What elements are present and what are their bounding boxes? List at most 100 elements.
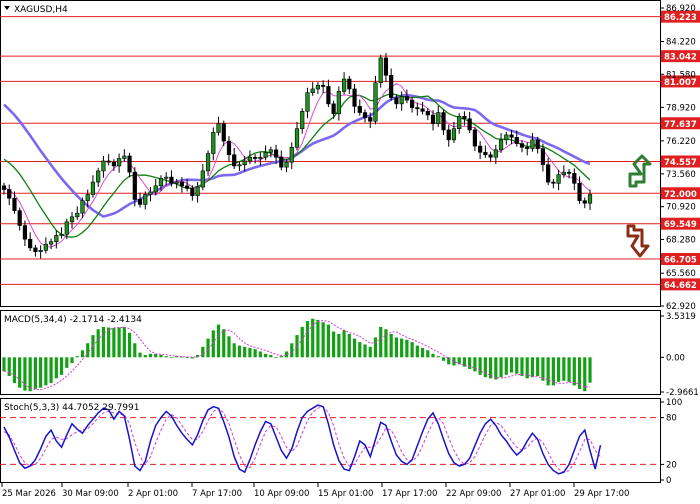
- candle-body[interactable]: [467, 118, 472, 131]
- candle-body[interactable]: [498, 139, 504, 151]
- candle-body[interactable]: [404, 96, 409, 101]
- candle-body[interactable]: [132, 171, 137, 200]
- candle-body[interactable]: [85, 194, 90, 202]
- candle-body[interactable]: [357, 106, 362, 113]
- candle-body[interactable]: [48, 241, 54, 245]
- candle-body[interactable]: [488, 154, 493, 158]
- candle-body[interactable]: [425, 111, 430, 116]
- candle-body[interactable]: [410, 99, 415, 108]
- candle-body[interactable]: [64, 221, 69, 235]
- candle-body[interactable]: [122, 155, 127, 159]
- candle-body[interactable]: [96, 170, 101, 183]
- candle-body[interactable]: [451, 128, 457, 141]
- candle-body[interactable]: [457, 115, 462, 129]
- candle-body[interactable]: [472, 129, 477, 147]
- candle-body[interactable]: [399, 96, 404, 105]
- candle-body[interactable]: [535, 139, 540, 149]
- candle-body[interactable]: [33, 247, 38, 252]
- candle-body[interactable]: [22, 225, 28, 240]
- candle-body[interactable]: [247, 156, 253, 162]
- candle-body[interactable]: [441, 112, 446, 131]
- candle-body[interactable]: [556, 174, 561, 184]
- candle-body[interactable]: [315, 84, 321, 90]
- candle-body[interactable]: [90, 181, 96, 195]
- candle-body[interactable]: [137, 199, 143, 205]
- candle-body[interactable]: [362, 112, 368, 118]
- candle-body[interactable]: [221, 123, 226, 142]
- candle-body[interactable]: [226, 140, 232, 156]
- candle-body[interactable]: [436, 112, 441, 125]
- candle-body[interactable]: [331, 103, 336, 115]
- candle-body[interactable]: [326, 86, 331, 105]
- candle-body[interactable]: [514, 137, 519, 144]
- candle-body[interactable]: [415, 107, 420, 110]
- candle-body[interactable]: [12, 197, 17, 211]
- candle-body[interactable]: [80, 200, 85, 214]
- candle-body[interactable]: [158, 178, 164, 187]
- candle-body[interactable]: [169, 176, 174, 184]
- candle-body[interactable]: [341, 78, 347, 92]
- candle-body[interactable]: [205, 153, 211, 172]
- candle-body[interactable]: [185, 185, 190, 189]
- candle-body[interactable]: [430, 114, 436, 125]
- candle-body[interactable]: [43, 243, 48, 251]
- candle-body[interactable]: [572, 173, 577, 184]
- candle-body[interactable]: [373, 82, 378, 122]
- candle-body[interactable]: [546, 164, 551, 183]
- candle-body[interactable]: [1, 185, 7, 190]
- candle-body[interactable]: [164, 176, 169, 179]
- candle-body[interactable]: [310, 88, 315, 93]
- candle-body[interactable]: [7, 189, 12, 199]
- candle-body[interactable]: [551, 181, 556, 184]
- candle-body[interactable]: [143, 194, 148, 205]
- candle-body[interactable]: [211, 132, 216, 154]
- candle-body[interactable]: [200, 170, 205, 188]
- candle-body[interactable]: [190, 187, 195, 197]
- candle-body[interactable]: [577, 183, 582, 202]
- candle-body[interactable]: [17, 210, 22, 226]
- candle-body[interactable]: [321, 84, 326, 87]
- candle-body[interactable]: [540, 148, 546, 165]
- candlesticks[interactable]: [1, 52, 593, 259]
- candle-body[interactable]: [289, 147, 294, 163]
- candle-body[interactable]: [28, 238, 33, 249]
- candle-body[interactable]: [368, 117, 373, 122]
- candle-body[interactable]: [59, 233, 64, 236]
- candle-body[interactable]: [75, 212, 80, 218]
- candle-body[interactable]: [294, 128, 300, 148]
- candle-body[interactable]: [493, 149, 498, 158]
- candle-body[interactable]: [148, 191, 153, 195]
- candle-body[interactable]: [117, 158, 122, 167]
- candle-body[interactable]: [38, 250, 43, 252]
- candle-body[interactable]: [383, 57, 389, 76]
- candle-body[interactable]: [525, 147, 530, 149]
- candle-body[interactable]: [69, 216, 75, 223]
- candle-body[interactable]: [284, 161, 289, 168]
- candle-body[interactable]: [153, 185, 158, 193]
- candle-body[interactable]: [446, 129, 451, 141]
- candle-body[interactable]: [111, 161, 116, 167]
- candle-body[interactable]: [273, 149, 279, 158]
- candle-body[interactable]: [258, 156, 263, 159]
- candle-body[interactable]: [389, 74, 394, 98]
- candle-body[interactable]: [268, 149, 273, 153]
- candle-body[interactable]: [253, 156, 258, 159]
- candle-body[interactable]: [394, 97, 399, 105]
- candle-body[interactable]: [504, 134, 509, 141]
- candle-body[interactable]: [54, 235, 59, 242]
- candle-body[interactable]: [336, 91, 341, 115]
- candle-body[interactable]: [519, 143, 525, 148]
- candle-body[interactable]: [195, 186, 200, 197]
- candle-body[interactable]: [279, 156, 284, 168]
- candle-body[interactable]: [101, 160, 106, 172]
- dropdown-triangle-icon[interactable]: [4, 6, 10, 10]
- candle-body[interactable]: [561, 171, 566, 175]
- candle-body[interactable]: [530, 139, 535, 149]
- candle-body[interactable]: [378, 57, 383, 84]
- candle-body[interactable]: [483, 151, 488, 156]
- candle-body[interactable]: [478, 145, 483, 153]
- candle-body[interactable]: [106, 160, 111, 163]
- candle-body[interactable]: [232, 154, 237, 167]
